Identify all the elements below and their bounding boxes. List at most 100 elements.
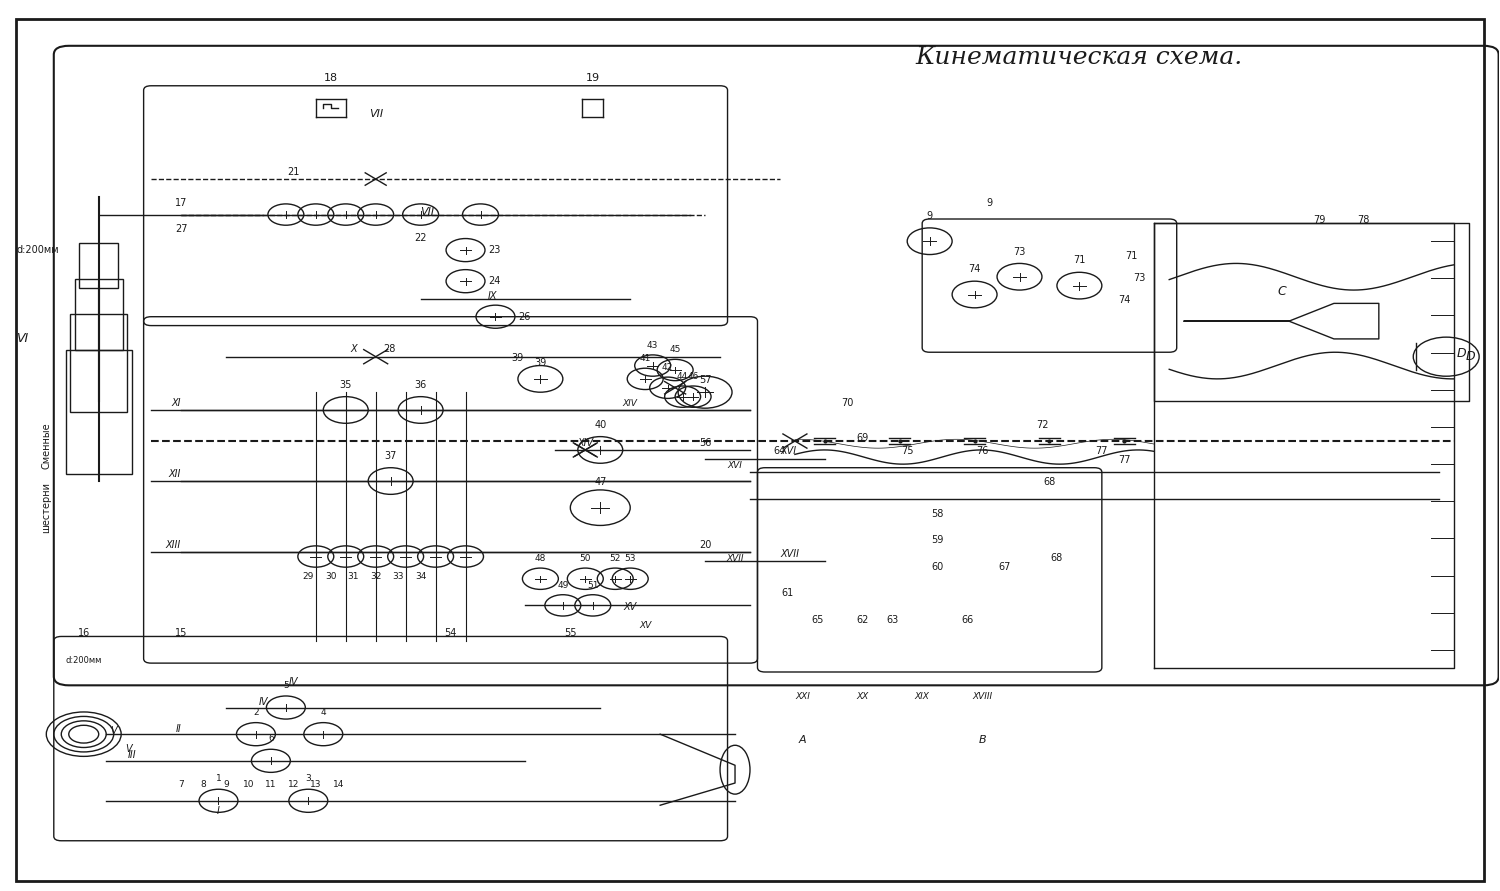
Text: Сменные: Сменные [42,422,51,469]
Text: VI: VI [16,332,28,346]
Text: 3: 3 [306,774,310,783]
Text: 68: 68 [1044,478,1056,487]
Text: 73: 73 [1014,247,1026,257]
Text: 61: 61 [782,588,794,599]
Text: 12: 12 [288,781,298,789]
Text: 52: 52 [609,554,621,563]
Text: XIV: XIV [578,437,594,447]
Text: 69: 69 [856,433,868,443]
Text: 18: 18 [324,73,338,84]
Text: 27: 27 [176,225,188,234]
Text: 16: 16 [78,628,90,639]
Text: 54: 54 [444,628,456,639]
Text: 47: 47 [594,478,606,487]
Text: 46: 46 [687,372,699,380]
Text: 14: 14 [333,781,344,789]
Text: 33: 33 [393,572,404,581]
Text: 77: 77 [1095,446,1108,456]
Polygon shape [1184,303,1378,339]
Text: II: II [176,723,181,733]
Text: d:200мм: d:200мм [16,245,58,255]
Text: XIII: XIII [166,540,182,550]
Text: XVI: XVI [780,446,796,456]
Text: 11: 11 [266,781,276,789]
Text: 28: 28 [382,344,396,355]
Text: B: B [978,735,986,745]
Text: XIX: XIX [915,691,930,700]
Text: 32: 32 [370,572,381,581]
Text: 2: 2 [254,707,258,716]
Text: 35: 35 [339,380,352,389]
Text: 5: 5 [284,681,288,690]
Text: C: C [1276,284,1286,298]
Text: 75: 75 [902,446,914,456]
Text: IV: IV [258,697,268,707]
Text: 72: 72 [1035,420,1048,429]
Text: 62: 62 [856,615,868,625]
Text: шестерни: шестерни [42,482,51,533]
Text: 34: 34 [416,572,426,581]
Text: 39: 39 [512,353,524,364]
Text: 30: 30 [326,572,336,581]
Text: 1: 1 [216,774,222,783]
Text: 4: 4 [321,707,326,716]
Text: 17: 17 [176,198,188,208]
Text: 66: 66 [962,615,974,625]
Text: XIV: XIV [622,398,638,407]
Text: IV: IV [288,677,298,687]
Text: 23: 23 [488,245,501,255]
Text: 76: 76 [976,446,988,456]
Text: 36: 36 [414,380,426,389]
Text: 29: 29 [303,572,313,581]
Text: 26: 26 [518,312,531,322]
Text: XVI: XVI [728,461,742,470]
Text: XVIII: XVIII [972,691,992,700]
Text: 71: 71 [1072,256,1086,266]
Text: 20: 20 [699,540,711,550]
Text: 67: 67 [999,562,1011,572]
Text: 6: 6 [268,734,274,743]
Text: 78: 78 [1358,216,1370,225]
Text: X: X [350,344,357,355]
Text: 45: 45 [669,345,681,355]
Text: 24: 24 [488,276,501,286]
Text: 9: 9 [224,781,230,789]
Text: 40: 40 [594,420,606,429]
Text: 49: 49 [556,581,568,590]
Text: 65: 65 [812,615,824,625]
Text: 63: 63 [886,615,898,625]
Text: 31: 31 [348,572,358,581]
Text: 77: 77 [1118,455,1131,465]
Text: XII: XII [168,469,182,478]
Text: 7: 7 [178,781,184,789]
Text: 74: 74 [969,265,981,274]
Text: 50: 50 [579,554,591,563]
Text: 43: 43 [646,340,658,350]
Text: VII: VII [420,207,435,217]
Text: III: III [128,750,136,760]
Text: 57: 57 [699,375,711,385]
Text: XI: XI [171,397,182,407]
Text: 48: 48 [534,554,546,563]
Text: 56: 56 [699,437,711,447]
Text: d:200мм: d:200мм [66,656,102,665]
Text: 53: 53 [624,554,636,563]
Text: 71: 71 [1125,251,1138,261]
Text: 42: 42 [662,363,674,372]
Text: 13: 13 [310,781,321,789]
Text: 51: 51 [586,581,598,590]
Text: Кинематическая схема.: Кинематическая схема. [916,45,1244,69]
Text: D: D [1466,350,1476,364]
Text: XX: XX [856,691,868,700]
Text: 58: 58 [932,509,944,519]
Text: 19: 19 [585,73,600,84]
Text: I: I [217,806,220,816]
Text: 44: 44 [676,372,688,380]
Text: XVII: XVII [726,554,744,563]
Text: 21: 21 [286,167,300,176]
Text: 68: 68 [1052,553,1064,563]
Text: 74: 74 [1118,296,1131,306]
Text: 10: 10 [243,781,254,789]
Text: 55: 55 [564,628,576,639]
Text: VII: VII [369,109,382,119]
